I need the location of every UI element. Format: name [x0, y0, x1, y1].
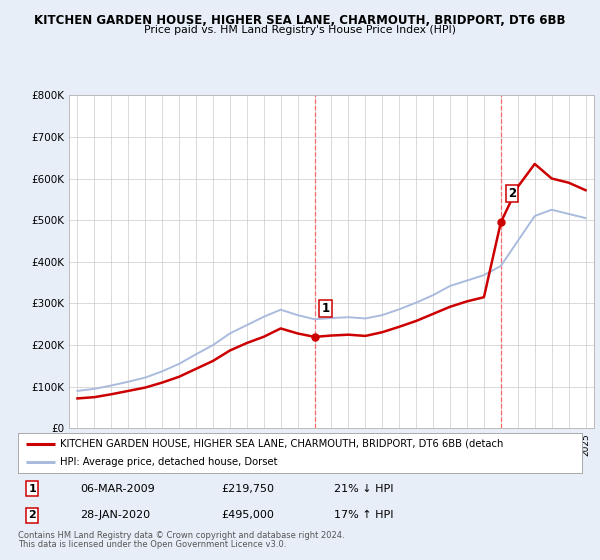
- Text: 21% ↓ HPI: 21% ↓ HPI: [334, 484, 394, 493]
- Text: KITCHEN GARDEN HOUSE, HIGHER SEA LANE, CHARMOUTH, BRIDPORT, DT6 6BB: KITCHEN GARDEN HOUSE, HIGHER SEA LANE, C…: [34, 14, 566, 27]
- Text: 1: 1: [322, 302, 329, 315]
- Text: 28-JAN-2020: 28-JAN-2020: [80, 510, 150, 520]
- Text: 2: 2: [508, 187, 516, 200]
- Text: KITCHEN GARDEN HOUSE, HIGHER SEA LANE, CHARMOUTH, BRIDPORT, DT6 6BB (detach: KITCHEN GARDEN HOUSE, HIGHER SEA LANE, C…: [60, 439, 503, 449]
- Text: £495,000: £495,000: [221, 510, 274, 520]
- Text: This data is licensed under the Open Government Licence v3.0.: This data is licensed under the Open Gov…: [18, 540, 286, 549]
- Text: Contains HM Land Registry data © Crown copyright and database right 2024.: Contains HM Land Registry data © Crown c…: [18, 531, 344, 540]
- Text: Price paid vs. HM Land Registry's House Price Index (HPI): Price paid vs. HM Land Registry's House …: [144, 25, 456, 35]
- Text: 06-MAR-2009: 06-MAR-2009: [80, 484, 155, 493]
- Text: 2: 2: [28, 510, 36, 520]
- Text: HPI: Average price, detached house, Dorset: HPI: Average price, detached house, Dors…: [60, 458, 278, 467]
- Text: 1: 1: [28, 484, 36, 493]
- Text: £219,750: £219,750: [221, 484, 274, 493]
- Text: 17% ↑ HPI: 17% ↑ HPI: [334, 510, 394, 520]
